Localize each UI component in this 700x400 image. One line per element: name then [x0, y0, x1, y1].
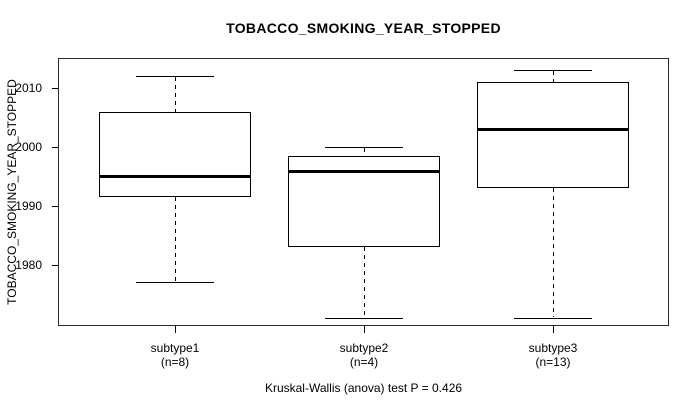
x-tick [175, 326, 176, 333]
group-n-label: (n=8) [160, 355, 190, 369]
upper-whisker-cap [514, 70, 592, 71]
upper-whisker-cap [325, 147, 403, 148]
y-tick [52, 88, 58, 89]
y-tick-label: 1980 [15, 258, 42, 272]
group-label-block: subtype3 (n=13) [529, 341, 578, 369]
y-tick [52, 265, 58, 266]
lower-whisker-cap [325, 318, 403, 319]
lower-whisker-cap [136, 282, 214, 283]
median-line [477, 128, 629, 131]
chart-title: TOBACCO_SMOKING_YEAR_STOPPED [226, 20, 501, 36]
group-n-label: (n=4) [349, 355, 379, 369]
median-line [99, 175, 251, 178]
y-tick [52, 206, 58, 207]
y-tick-label: 2010 [15, 81, 42, 95]
y-tick-label: 1990 [15, 199, 42, 213]
lower-whisker [175, 197, 176, 281]
lower-whisker-cap [514, 318, 592, 319]
upper-whisker [175, 77, 176, 112]
group-label: subtype1 [150, 341, 200, 355]
group-label: subtype2 [339, 341, 389, 355]
x-tick [364, 326, 365, 333]
median-line [288, 170, 440, 173]
x-tick [553, 326, 554, 333]
group-n-label: (n=13) [535, 355, 571, 369]
group-label-block: subtype2 (n=4) [340, 341, 389, 369]
box [477, 82, 629, 188]
y-tick [52, 147, 58, 148]
upper-whisker-cap [136, 76, 214, 77]
upper-whisker [553, 71, 554, 82]
group-label-block: subtype1 (n=8) [151, 341, 200, 369]
box [99, 112, 251, 197]
y-tick-label: 2000 [15, 140, 42, 154]
lower-whisker [553, 188, 554, 317]
upper-whisker [364, 148, 365, 156]
lower-whisker [364, 247, 365, 317]
stat-test-footer: Kruskal-Wallis (anova) test P = 0.426 [264, 381, 463, 395]
group-label: subtype3 [528, 341, 578, 355]
